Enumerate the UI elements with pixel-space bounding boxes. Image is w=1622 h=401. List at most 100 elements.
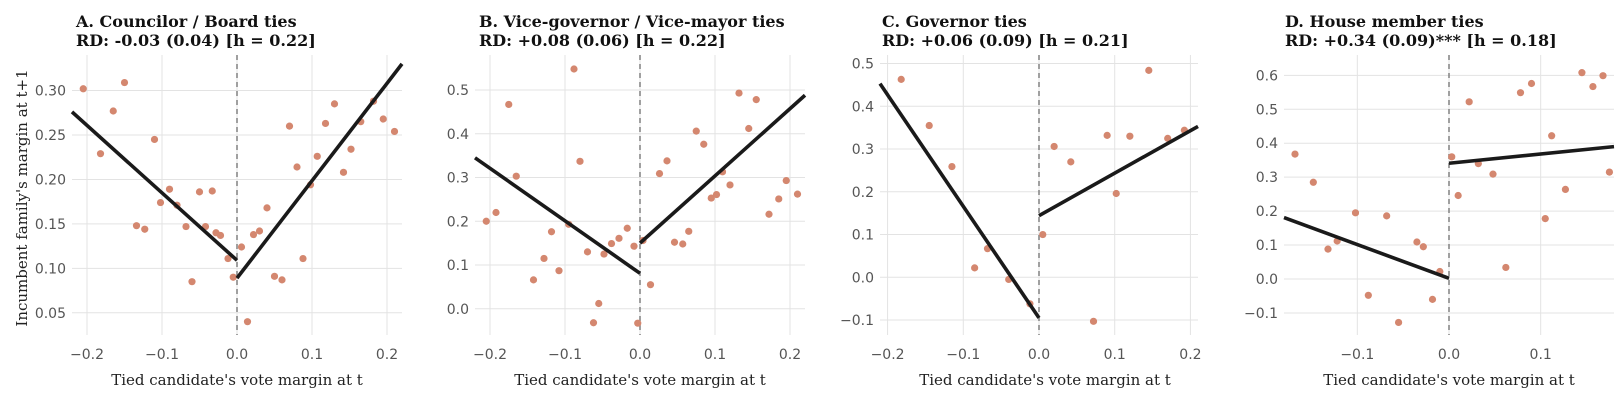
- y-tick-label: 0.15: [35, 217, 66, 233]
- x-tick-label: 0.0: [1438, 347, 1460, 363]
- data-point: [141, 225, 149, 233]
- data-point: [897, 75, 905, 83]
- x-tick-label: 0.2: [376, 347, 398, 363]
- panel-d: D. House member ties RD: +0.34 (0.09)***…: [1244, 12, 1615, 389]
- data-point: [555, 267, 563, 275]
- data-point: [512, 172, 520, 180]
- panel-b-xlabel: Tied candidate's vote margin at t: [514, 371, 766, 389]
- data-point: [237, 243, 246, 251]
- data-point: [679, 240, 687, 248]
- x-tick-label: 0.0: [1028, 347, 1050, 363]
- data-point: [1039, 230, 1047, 239]
- y-tick-label: 0.1: [447, 258, 469, 274]
- panel-d-title: D. House member ties: [1285, 12, 1484, 31]
- data-point: [623, 224, 631, 232]
- data-point: [1516, 89, 1525, 97]
- x-tick-label: −0.1: [946, 347, 980, 363]
- data-point: [1291, 150, 1299, 158]
- data-point: [505, 100, 513, 109]
- x-tick-label: 0.2: [1179, 347, 1201, 363]
- data-point: [263, 204, 271, 212]
- data-point: [150, 135, 159, 144]
- y-tick-label: 0.30: [35, 84, 66, 100]
- data-point: [79, 85, 87, 93]
- data-point: [347, 145, 355, 153]
- panel-b-plot: 0.0 0.1 0.2 0.3 0.4 0.5 −0.2 −0.1 0.0 0.1 0.2: [447, 55, 807, 363]
- data-point: [1502, 263, 1510, 272]
- data-point: [120, 78, 129, 87]
- data-point: [379, 115, 387, 123]
- fit-line-right: [235, 62, 404, 280]
- y-tick-label: 0.1: [1256, 238, 1278, 254]
- x-tick-label: 0.1: [704, 347, 726, 363]
- y-tick-label: 0.5: [1256, 102, 1278, 118]
- fit-line-right: [638, 93, 807, 245]
- data-point: [156, 198, 165, 207]
- data-point: [634, 319, 642, 327]
- data-point: [1394, 318, 1403, 327]
- data-point: [224, 254, 232, 263]
- panel-c-title: C. Governor ties: [882, 12, 1027, 31]
- data-point: [1351, 209, 1360, 217]
- data-point: [663, 157, 671, 165]
- data-point: [745, 124, 753, 133]
- data-point: [583, 248, 592, 256]
- fit-line-right: [1038, 124, 1199, 218]
- data-point: [1067, 158, 1075, 166]
- data-point: [1419, 243, 1427, 251]
- panel-d-plot: −0.1 0.0 0.1 0.2 0.3 0.4 0.5 0.6 −0.1 0.0 0.1: [1244, 55, 1615, 363]
- y-tick-label: 0.2: [447, 214, 469, 230]
- data-point: [775, 195, 783, 203]
- data-point: [1578, 69, 1586, 77]
- data-point: [321, 119, 330, 128]
- panel-c-xlabel: Tied candidate's vote margin at t: [919, 371, 1171, 389]
- data-point: [1364, 291, 1372, 299]
- data-point: [1126, 132, 1134, 140]
- panel-a-xlabel: Tied candidate's vote margin at t: [111, 371, 363, 389]
- panel-c-plot: −0.1 0.0 0.1 0.2 0.3 0.4 0.5 −0.2 −0.1 0.0 0.1 0.2: [840, 55, 1202, 363]
- data-point: [249, 230, 258, 239]
- panel-c-rd: RD: +0.06 (0.09) [h = 0.21]: [882, 31, 1129, 50]
- data-point: [1164, 134, 1172, 142]
- data-point: [1309, 178, 1317, 186]
- data-point: [646, 281, 655, 289]
- data-point: [540, 254, 548, 263]
- y-tick-label: 0.1: [852, 228, 874, 244]
- x-tick-label: −0.1: [548, 347, 582, 363]
- data-point: [765, 210, 773, 218]
- data-point: [285, 122, 294, 130]
- data-point: [1465, 98, 1473, 106]
- data-point: [712, 190, 721, 199]
- panel-a: A. Councilor / Board ties RD: -0.03 (0.0…: [35, 12, 404, 389]
- data-point: [243, 318, 252, 326]
- data-point: [782, 176, 790, 185]
- data-point: [188, 278, 196, 286]
- data-point: [182, 222, 190, 231]
- data-point: [595, 299, 603, 308]
- y-tick-label: 0.20: [35, 172, 66, 188]
- x-tick-label: 0.0: [629, 347, 651, 363]
- data-point: [482, 217, 490, 225]
- data-point: [1112, 189, 1120, 198]
- data-point: [313, 152, 321, 160]
- x-tick-label: 0.1: [301, 347, 323, 363]
- data-point: [630, 242, 638, 250]
- data-point: [700, 140, 708, 148]
- fit-line-right: [1448, 144, 1615, 166]
- fit-line-left: [878, 82, 1041, 319]
- data-point: [589, 319, 598, 327]
- y-tick-label: 0.25: [35, 128, 66, 144]
- panel-a-title: A. Councilor / Board ties: [75, 12, 297, 31]
- data-point: [492, 208, 500, 217]
- data-point: [96, 150, 105, 158]
- data-point: [1541, 214, 1549, 223]
- data-point: [208, 187, 216, 195]
- data-point: [707, 194, 715, 202]
- data-point: [655, 169, 664, 178]
- data-point: [670, 238, 679, 246]
- y-tick-label: 0.6: [1256, 68, 1278, 84]
- data-point: [339, 168, 348, 176]
- data-point: [1599, 72, 1607, 80]
- x-tick-label: −0.1: [1340, 347, 1374, 363]
